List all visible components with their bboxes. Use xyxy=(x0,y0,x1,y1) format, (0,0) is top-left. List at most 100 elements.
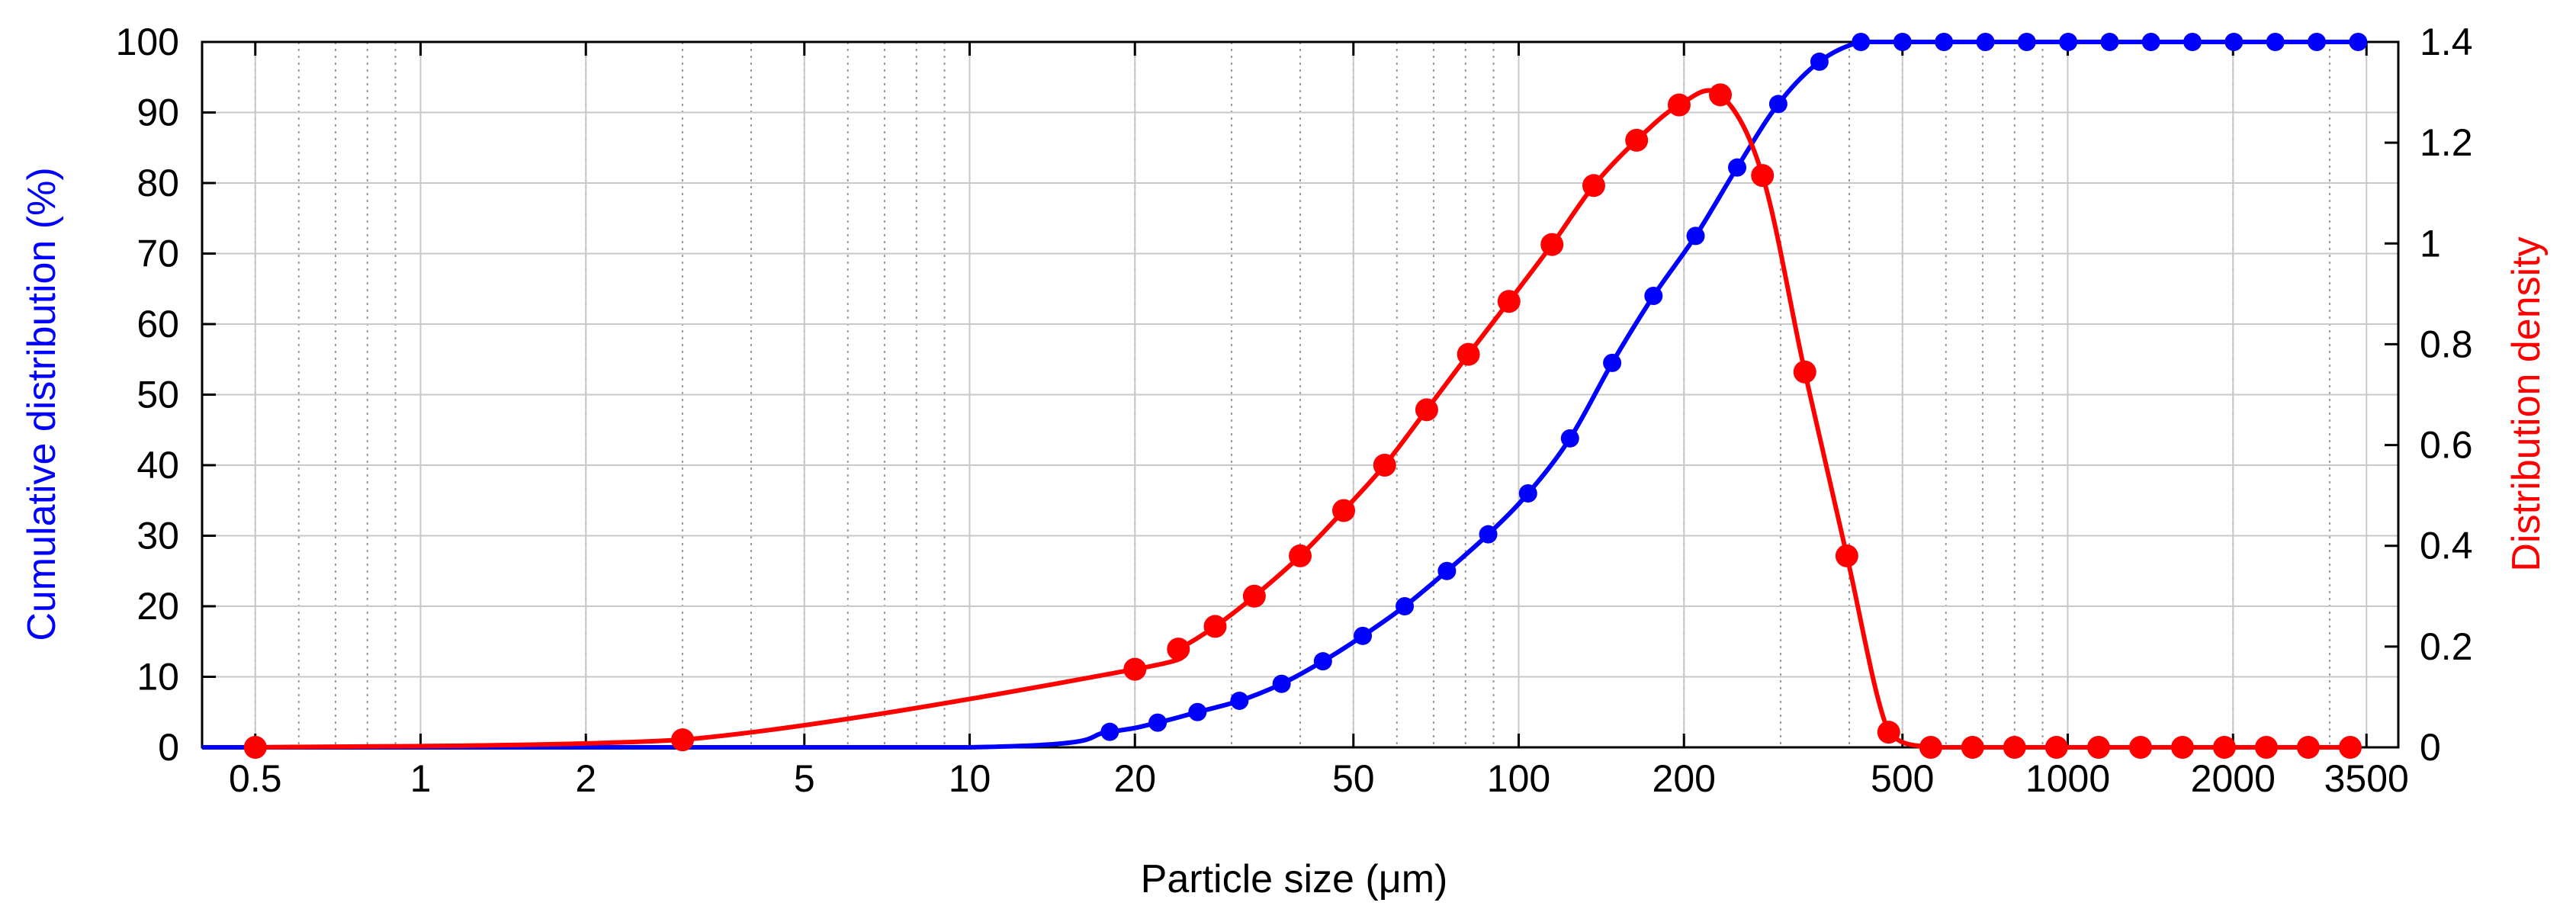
x-tick-label: 200 xyxy=(1653,757,1716,800)
cumulative-distribution-point xyxy=(1686,226,1705,246)
cumulative-distribution-point xyxy=(1148,713,1168,732)
left-y-tick-label: 0 xyxy=(158,726,179,769)
distribution-density-point xyxy=(1167,638,1190,661)
left-y-tick-label: 80 xyxy=(137,162,179,204)
cumulative-distribution-point xyxy=(1518,484,1537,503)
distribution-density-point xyxy=(1835,544,1858,567)
right-y-tick-label: 1.2 xyxy=(2420,121,2473,164)
cumulative-distribution-point xyxy=(2308,33,2327,51)
cumulative-distribution-point xyxy=(1644,287,1663,305)
left-y-tick-label: 90 xyxy=(137,92,179,134)
right-y-tick-label: 1 xyxy=(2420,222,2441,265)
x-tick-label: 500 xyxy=(1871,757,1934,800)
left-y-axis-title: Cumulative distribution (%) xyxy=(20,167,64,641)
left-y-tick-label: 70 xyxy=(137,233,179,275)
major-gridlines xyxy=(202,41,2398,748)
distribution-density-line xyxy=(255,88,2350,750)
distribution-density-point xyxy=(1289,544,1312,567)
cumulative-distribution-point xyxy=(1603,353,1622,372)
distribution-density-point xyxy=(2296,736,2320,759)
left-y-tick-label: 40 xyxy=(137,444,179,487)
distribution-density-point xyxy=(1625,128,1649,152)
cumulative-distribution-point xyxy=(2183,33,2202,51)
cumulative-distribution-point xyxy=(1728,158,1747,177)
cumulative-distribution-point xyxy=(1354,626,1373,645)
distribution-density-point xyxy=(2003,736,2026,759)
x-tick-label: 3500 xyxy=(2324,757,2409,800)
distribution-density-point xyxy=(1793,360,1816,384)
distribution-density-point xyxy=(1540,233,1564,256)
right-y-tick-label: 1.4 xyxy=(2420,21,2473,63)
distribution-density-point xyxy=(1667,93,1691,117)
cumulative-distribution-point xyxy=(1313,652,1332,671)
cumulative-distribution-point xyxy=(2017,33,2036,51)
cumulative-distribution-point xyxy=(1560,429,1579,448)
distribution-density-point xyxy=(671,728,695,752)
distribution-density-point xyxy=(2086,736,2110,759)
distribution-density-point xyxy=(1709,83,1733,107)
cumulative-distribution-point xyxy=(1935,33,1954,51)
x-tick-label: 2000 xyxy=(2191,757,2276,800)
left-y-tick-label: 100 xyxy=(116,21,179,63)
left-y-tick-label: 60 xyxy=(137,303,179,345)
distribution-density-point xyxy=(1751,164,1775,188)
right-y-axis-tick-labels: 0 0.2 0.4 0.6 0.8 1 1.2 1.4 xyxy=(2420,21,2473,769)
distribution-density-point xyxy=(1457,342,1480,366)
x-tick-label: 5 xyxy=(794,757,815,800)
cumulative-distribution-point xyxy=(1272,674,1291,693)
cumulative-distribution-point xyxy=(1437,561,1457,580)
distribution-density-point xyxy=(2170,736,2194,759)
cumulative-distribution-point xyxy=(1188,702,1207,721)
x-tick-label: 100 xyxy=(1487,757,1550,800)
distribution-density-point xyxy=(2338,736,2362,759)
distribution-density-point xyxy=(1877,721,1900,744)
x-tick-label: 0.5 xyxy=(229,757,282,800)
cumulative-distribution-point xyxy=(1230,691,1249,710)
cumulative-distribution-point xyxy=(1893,33,1912,51)
distribution-density-point xyxy=(1373,454,1396,477)
cumulative-distribution-point xyxy=(2059,33,2078,51)
distribution-density-point xyxy=(1961,736,1984,759)
x-axis-tick-labels: 0.5 1 2 5 10 20 50 100 200 500 1000 2000 3500 xyxy=(229,757,2409,800)
cumulative-distribution-point xyxy=(1976,33,1995,51)
right-y-tick-label: 0 xyxy=(2420,726,2441,769)
left-y-tick-label: 20 xyxy=(137,585,179,628)
cumulative-distribution-point xyxy=(2224,33,2244,51)
right-y-tick-label: 0.4 xyxy=(2420,525,2473,567)
x-tick-label: 1 xyxy=(410,757,432,800)
series-markers xyxy=(243,33,2368,759)
x-tick-label: 20 xyxy=(1113,757,1156,800)
distribution-density-point xyxy=(1919,736,1942,759)
cumulative-distribution-point xyxy=(2349,33,2368,51)
x-tick-label: 1000 xyxy=(2025,757,2110,800)
cumulative-distribution-point xyxy=(2266,33,2285,51)
cumulative-distribution-point xyxy=(1852,33,1871,51)
distribution-density-point xyxy=(1203,615,1227,638)
x-tick-label: 10 xyxy=(949,757,991,800)
cumulative-distribution-point xyxy=(1100,722,1119,741)
distribution-density-point xyxy=(1582,174,1605,198)
right-y-tick-label: 0.8 xyxy=(2420,323,2473,365)
cumulative-distribution-point xyxy=(2141,33,2160,51)
cumulative-distribution-point xyxy=(1479,525,1498,544)
cumulative-distribution-point xyxy=(1396,597,1415,615)
distribution-density-point xyxy=(2128,736,2152,759)
right-y-tick-label: 0.6 xyxy=(2420,424,2473,467)
left-y-tick-label: 50 xyxy=(137,374,179,416)
cumulative-distribution-point xyxy=(1768,95,1787,114)
x-tick-label: 2 xyxy=(575,757,596,800)
x-tick-label: 50 xyxy=(1332,757,1375,800)
distribution-density-point xyxy=(2044,736,2068,759)
left-y-tick-label: 30 xyxy=(137,515,179,557)
cumulative-distribution-point xyxy=(1810,52,1829,71)
distribution-density-point xyxy=(2212,736,2236,759)
distribution-density-point xyxy=(1415,398,1438,422)
distribution-density-point xyxy=(1332,499,1356,522)
distribution-density-point xyxy=(1242,584,1266,608)
right-y-tick-label: 0.2 xyxy=(2420,625,2473,668)
distribution-density-point xyxy=(243,736,267,759)
cumulative-distribution-point xyxy=(2100,33,2119,51)
distribution-density-point xyxy=(2254,736,2278,759)
right-y-axis-title: Distribution density xyxy=(2504,236,2549,571)
